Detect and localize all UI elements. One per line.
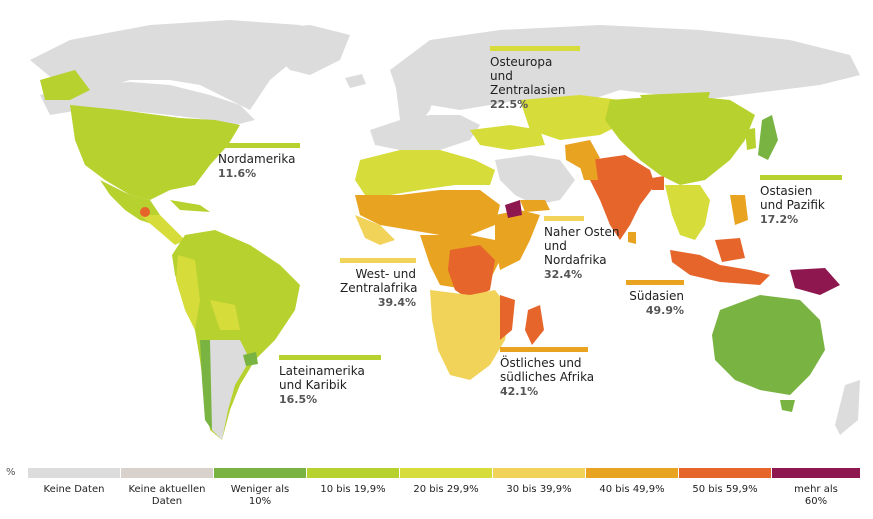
region-bar (626, 280, 684, 285)
land-southern-africa (430, 290, 510, 380)
land-sri-lanka (628, 232, 636, 244)
land-indonesia (670, 250, 770, 285)
legend-label-50-59: 50 bis 59,9% (692, 484, 758, 495)
region-value: 42.1% (500, 385, 539, 398)
region-suedasien: Südasien 49.9% (626, 280, 684, 317)
region-name: Östliches und südliches Afrika (500, 356, 595, 384)
land-drc (448, 245, 495, 300)
region-westafrika: West- und Zentralafrika 39.4% (340, 258, 418, 309)
land-scandinavia (395, 65, 440, 130)
legend-swatch-20-29 (400, 468, 492, 478)
land-korea (745, 128, 756, 150)
land-chile (200, 340, 212, 430)
legend-label-no-data: Keine Daten (43, 484, 105, 495)
legend: % Keine Daten Keine aktuellen Daten Weni… (0, 460, 873, 519)
land-central-america (140, 215, 185, 245)
region-name: Ostasien und Pazifik (760, 184, 825, 212)
legend-swatch-no-current-data (121, 468, 213, 478)
legend-label-gt60: mehr als 60% (794, 484, 838, 507)
land-west-africa-coast (355, 215, 395, 245)
region-osteuropa: Osteuropa und Zentralasien 22.5% (490, 46, 580, 111)
legend-swatch-10-19 (307, 468, 399, 478)
land-bolivia (210, 300, 240, 330)
land-middle-east (495, 155, 575, 205)
land-greenland-island (260, 25, 350, 75)
land-alaska (40, 70, 90, 100)
legend-swatch-40-49 (586, 468, 678, 478)
land-yemen (520, 200, 550, 212)
land-caribbean (170, 200, 210, 212)
land-eritrea (505, 200, 522, 218)
land-central-asia (520, 95, 630, 140)
legend-swatch-50-59 (679, 468, 771, 478)
land-australia (712, 295, 825, 395)
land-argentina (208, 340, 250, 440)
region-value: 11.6% (218, 167, 257, 180)
region-value: 16.5% (279, 393, 318, 406)
land-japan (758, 115, 778, 160)
region-bar (760, 175, 842, 180)
region-name: Osteuropa und Zentralasien (490, 55, 566, 97)
region-name: Südasien (629, 289, 684, 303)
region-name: Naher Osten und Nordafrika (544, 225, 620, 267)
region-lateinamerika: Lateinamerika und Karibik 16.5% (279, 355, 381, 406)
region-bar (218, 143, 300, 148)
land-philippines (730, 195, 748, 225)
land-borneo (715, 238, 745, 262)
region-bar (500, 347, 588, 352)
land-mongolia (640, 92, 710, 112)
land-china (605, 95, 755, 185)
land-sahel (355, 190, 500, 235)
legend-swatch-no-data (28, 468, 120, 478)
land-usa (70, 105, 240, 200)
land-tasmania (780, 400, 795, 412)
legend-label-no-current-data: Keine aktuellen Daten (128, 484, 206, 507)
legend-label-40-49: 40 bis 49,9% (599, 484, 665, 495)
land-canada (40, 82, 255, 125)
land-north-africa (355, 150, 495, 195)
land-east-africa (495, 210, 540, 270)
land-turkey-caucasus (470, 125, 545, 150)
land-andes-west (176, 255, 200, 330)
legend-label-10-19: 10 bis 19,9% (320, 484, 386, 495)
region-bar (279, 355, 381, 360)
region-nordamerika: Nordamerika 11.6% (218, 143, 300, 180)
region-bar (340, 258, 416, 263)
region-name: Nordamerika (218, 152, 296, 166)
region-naher-osten: Naher Osten und Nordafrika 32.4% (544, 216, 619, 281)
legend-label-lt10: Weniger als 10% (230, 484, 290, 507)
land-mozambique (500, 295, 515, 340)
land-iceland (345, 74, 366, 88)
region-name: Lateinamerika und Karibik (279, 364, 365, 392)
land-southeast-asia (665, 185, 710, 240)
land-new-zealand (835, 380, 860, 435)
land-png (790, 268, 840, 295)
legend-label-20-29: 20 bis 29,9% (413, 484, 479, 495)
region-name: West- und Zentralafrika (340, 267, 418, 295)
land-india (590, 155, 655, 240)
region-value: 22.5% (490, 98, 529, 111)
region-value: 39.4% (377, 296, 416, 309)
region-bar (544, 216, 584, 221)
land-bangladesh (652, 176, 664, 190)
region-ostasien: Ostasien und Pazifik 17.2% (760, 175, 842, 226)
legend-swatch-30-39 (493, 468, 585, 478)
land-guatemala (140, 207, 150, 217)
land-europe (370, 115, 480, 150)
land-pakistan (578, 158, 598, 180)
legend-label-30-39: 30 bis 39,9% (506, 484, 572, 495)
legend-unit: % (6, 467, 16, 478)
region-value: 49.9% (645, 304, 684, 317)
land-uruguay (243, 352, 258, 366)
land-greenland (30, 20, 330, 110)
legend-swatch-lt10 (214, 468, 306, 478)
region-bar (490, 46, 580, 51)
region-value: 17.2% (760, 213, 799, 226)
region-ostafrika: Östliches und südliches Afrika 42.1% (500, 347, 594, 398)
legend-swatch-gt60 (772, 468, 860, 478)
region-value: 32.4% (544, 268, 583, 281)
land-madagascar (525, 305, 544, 345)
land-russia (390, 25, 860, 110)
